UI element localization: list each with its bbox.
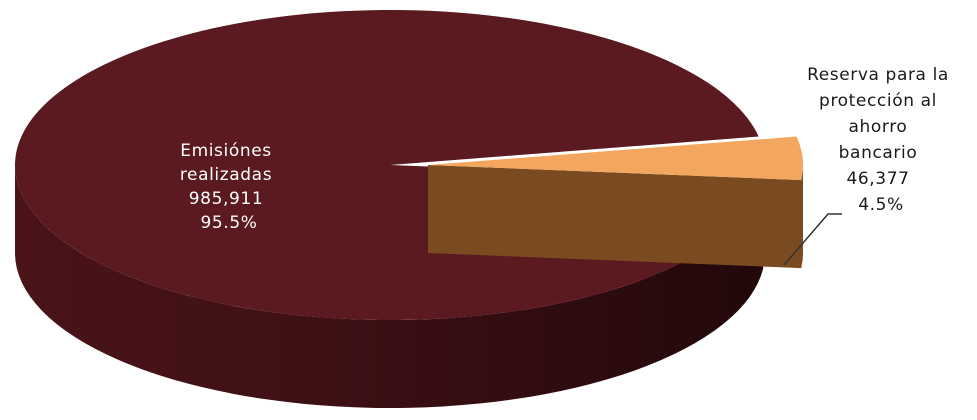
small-slice-label-line: protección al	[819, 91, 937, 111]
small-slice-label: Reserva para la protección al ahorro ban…	[807, 65, 955, 215]
small-slice-label-line: bancario	[839, 143, 918, 163]
leader-line	[783, 213, 842, 266]
main-slice-label: Emisiónes realizadas 985,911 95.5%	[180, 141, 278, 233]
small-slice-value: 46,377	[846, 169, 909, 189]
small-slice-percent: 4.5%	[858, 195, 904, 215]
main-slice-label-line: Emisiónes	[180, 141, 272, 161]
pie-slice-small-side	[428, 165, 803, 269]
main-slice-value: 985,911	[189, 189, 264, 209]
pie-slice-main-side	[14, 165, 764, 409]
main-slice-label-line: realizadas	[180, 165, 272, 185]
pie-slice-small	[428, 136, 804, 181]
main-slice-percent: 95.5%	[200, 213, 257, 233]
small-slice-label-line: ahorro	[849, 117, 908, 137]
small-slice-label-line: Reserva para la	[807, 65, 949, 85]
